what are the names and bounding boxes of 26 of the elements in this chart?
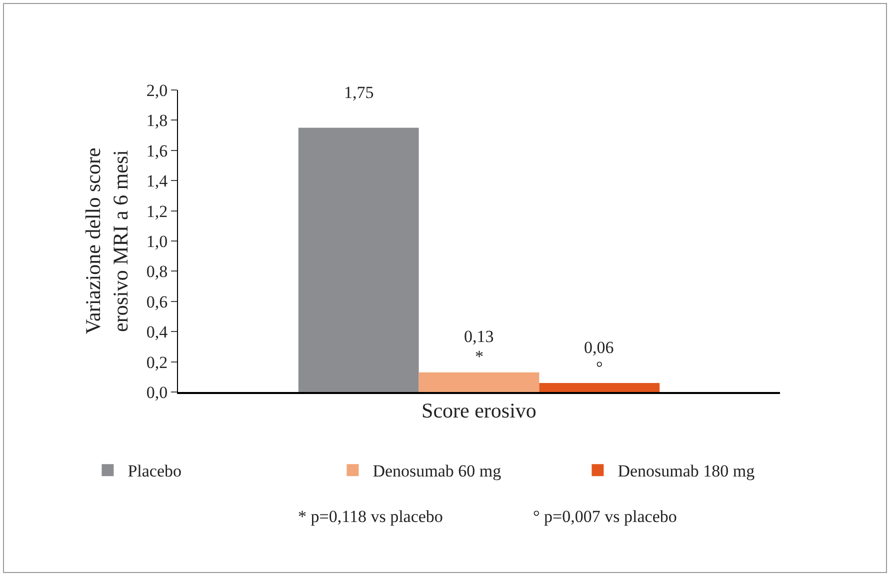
bar [418,372,540,392]
annotation: * [475,347,484,366]
legend-label: Denosumab 60 mg [372,462,502,481]
y-tick-label: 0,2 [146,352,168,372]
x-axis-title: Score erosivo [422,398,536,423]
text: * p=0,118 vs placebo [298,507,443,526]
data-label: 0,06 [584,338,614,357]
data-label: 1,75 [344,83,374,102]
y-tick-label: 1,8 [146,111,168,130]
y-tick-label: 0,8 [146,262,168,282]
y-tick-label: 1,6 [146,141,168,160]
y-tick-label: 0,6 [146,292,168,312]
legend-label: Denosumab 180 mg [618,462,756,481]
y-axis-title: Variazione dello score erosivo MRI a 6 mesi [81,148,132,334]
bar [298,128,419,392]
y-tick-label: 1,0 [146,232,168,251]
text: ° p=0,007 vs placebo [533,507,677,526]
data-label: 0,13 [464,327,494,346]
y-tick-label: 0,0 [146,382,168,402]
y-tick-label: 0,4 [146,322,168,342]
y-tick-label: 2,0 [146,80,168,100]
legend-label: Placebo [128,462,182,481]
y-tick-label: 1,4 [146,172,168,191]
annotation: ° [596,358,603,377]
bar [539,382,660,392]
y-tick-label: 1,2 [146,202,168,221]
